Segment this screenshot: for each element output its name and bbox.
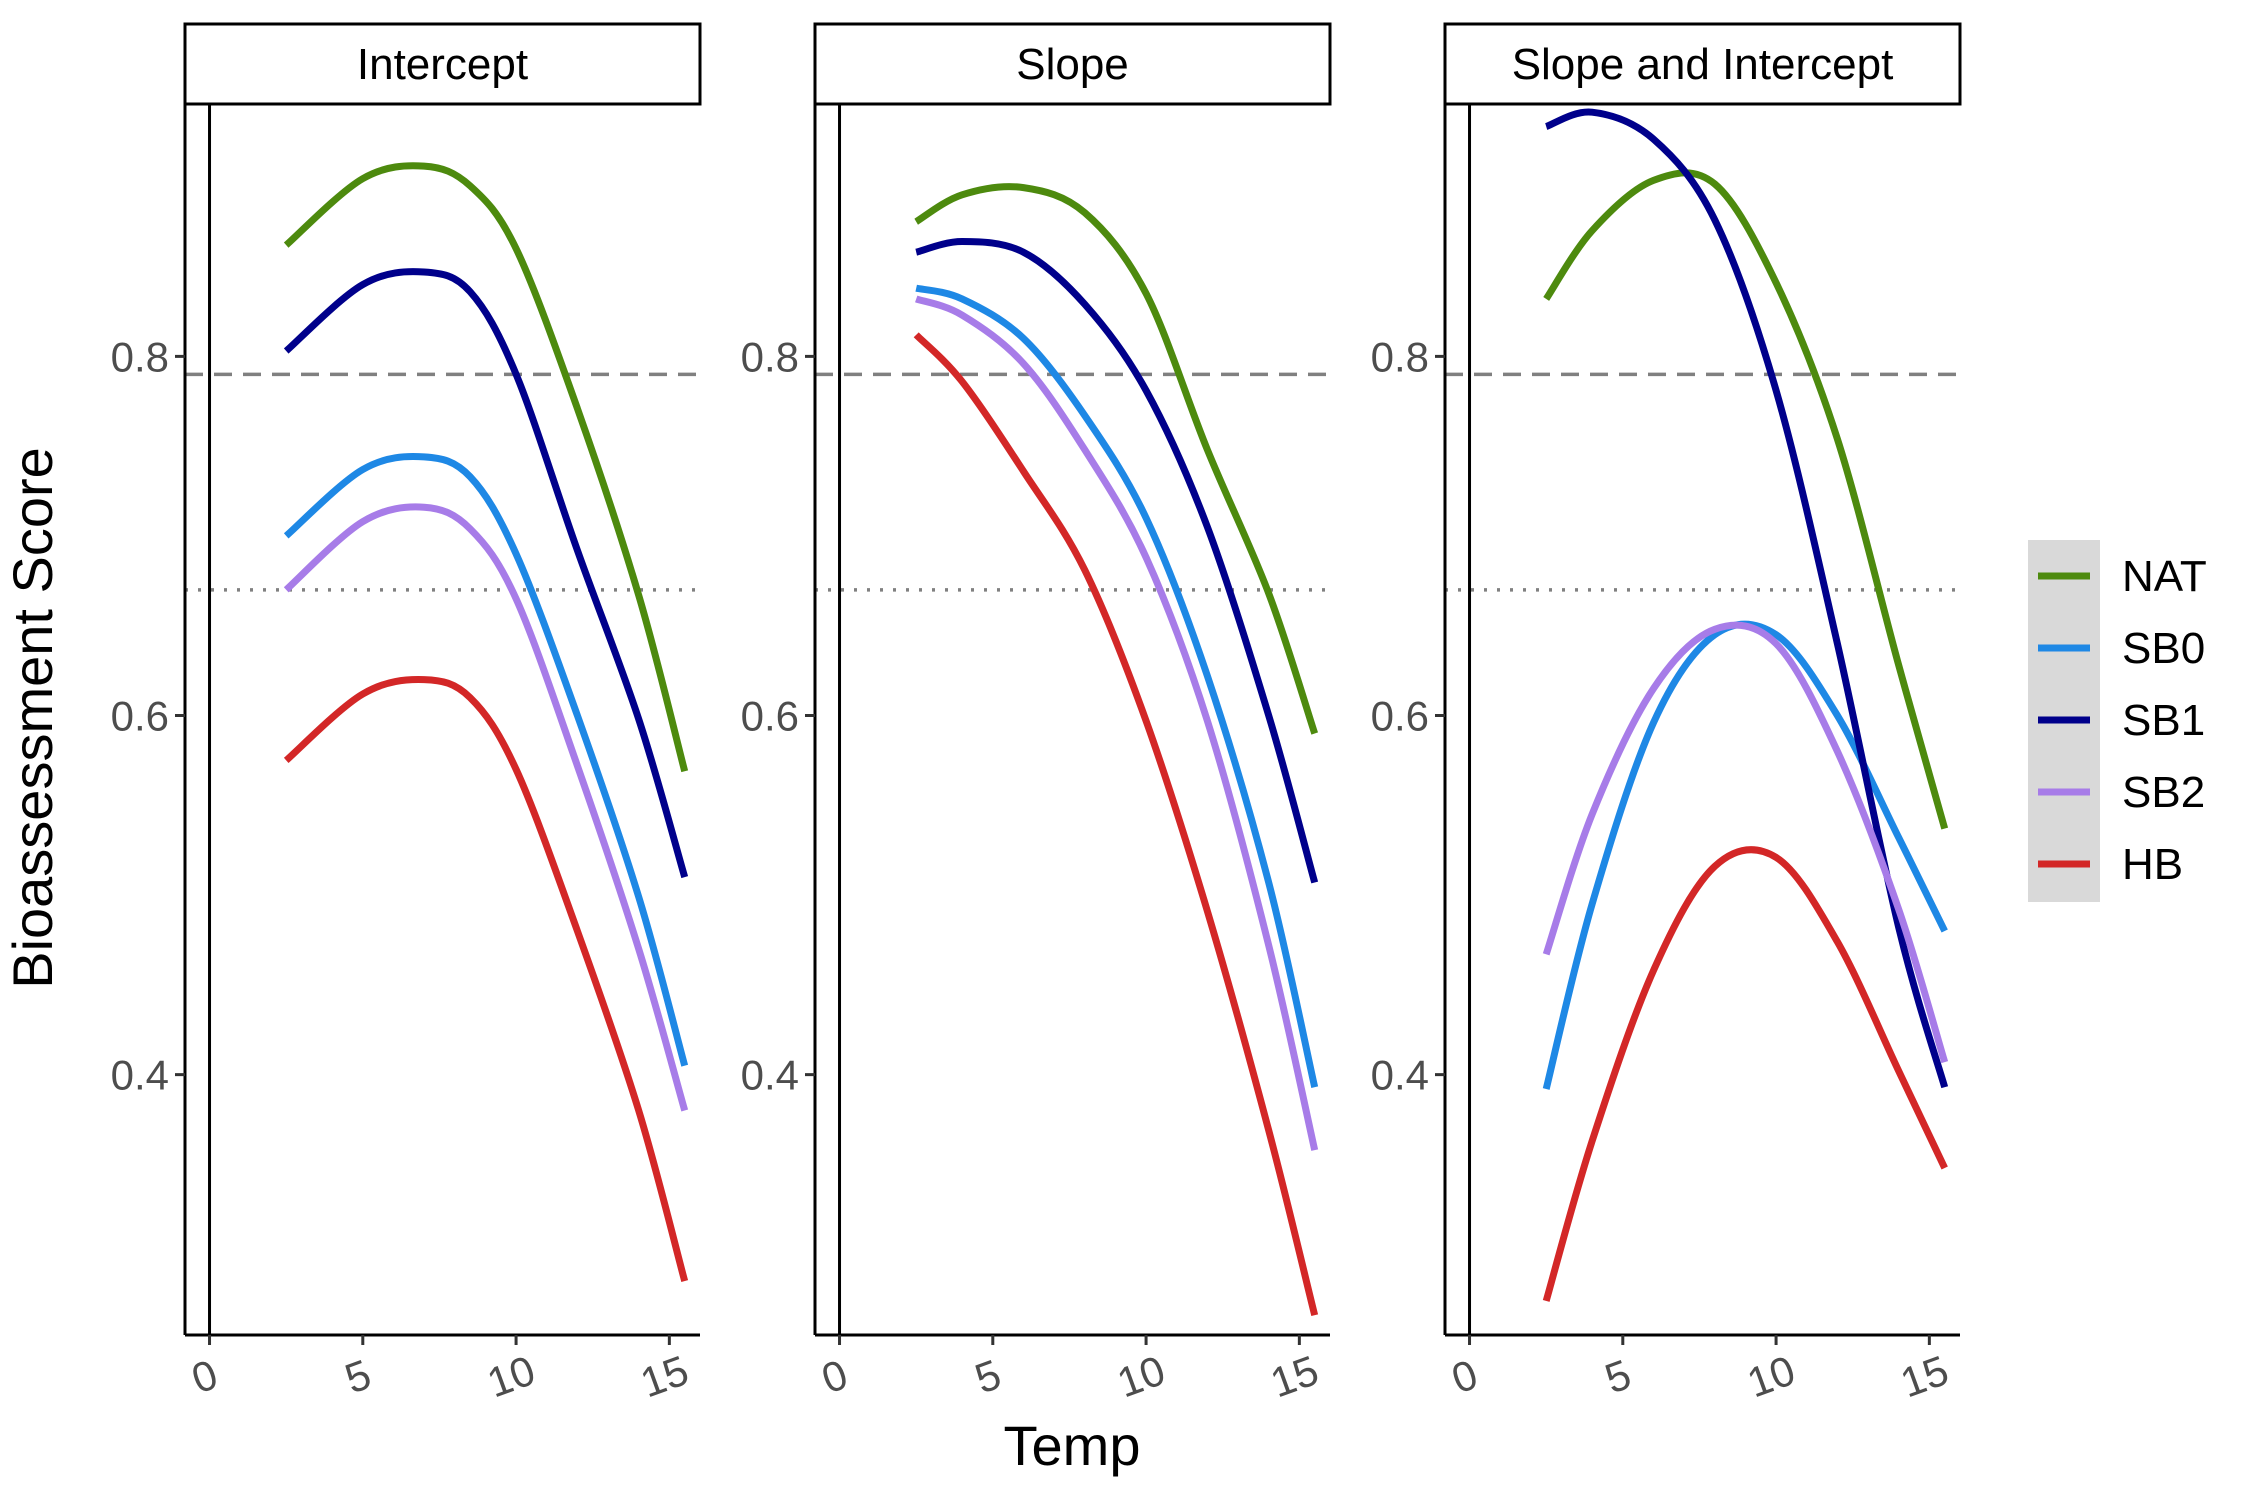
y-tick-label: 0.6 [741,693,799,740]
x-tick-label: 10 [1741,1346,1801,1406]
series-line-hb [283,675,689,1283]
y-tick-label: 0.4 [111,1052,169,1099]
series-line-hb [1542,846,1948,1302]
legend-label-sb0: SB0 [2122,624,2205,673]
x-tick-label: 15 [1264,1346,1324,1406]
series-line-sb2 [1542,621,1949,1064]
panel-strip [1443,22,1962,106]
series-line-nat [283,162,689,773]
panel-title: Slope and Intercept [1512,40,1894,89]
series-line-nat [1543,169,1949,830]
legend-label-hb: HB [2122,840,2183,889]
series-line-nat [914,183,1319,735]
y-tick-label: 0.6 [111,693,169,740]
panel-3: Slope and Intercept 0.4 0.6 0.8 0 5 10 15 [1371,22,1962,1406]
legend-label-sb1: SB1 [2122,696,2205,745]
series-line-sb2 [915,295,1319,1151]
panel-strip [183,22,702,106]
x-tick-label: 5 [1599,1350,1637,1402]
x-axis-title: Temp [1004,1414,1141,1477]
y-tick-label: 0.8 [111,333,169,380]
x-tick-label: 0 [1446,1350,1484,1402]
x-tick-label: 15 [1894,1346,1954,1406]
series-line-sb0 [915,284,1319,1088]
series-line-hb [913,332,1319,1317]
x-tick-label: 10 [1111,1346,1171,1406]
panel-2: Slope 0.4 0.6 0.8 0 5 10 15 [741,22,1332,1406]
x-tick-label: 15 [634,1346,694,1406]
legend: NAT SB0 SB1 SB2 HB [2028,540,2207,902]
y-axis-title: Bioassessment Score [1,447,64,989]
y-tick-label: 0.8 [741,333,799,380]
series-line-sb0 [283,452,689,1067]
legend-label-sb2: SB2 [2122,768,2205,817]
x-tick-label: 0 [186,1350,224,1402]
panel-title: Intercept [357,40,528,89]
series-line-sb1 [915,238,1319,884]
panel-1: Intercept 0.4 0.6 0.8 0 5 10 15 [111,22,702,1406]
x-tick-label: 5 [339,1350,377,1402]
series-line-sb1 [283,268,689,879]
legend-label-nat: NAT [2122,552,2207,601]
y-tick-label: 0.4 [1371,1052,1429,1099]
series-line-sb2 [283,503,689,1112]
y-tick-label: 0.4 [741,1052,799,1099]
y-tick-label: 0.8 [1371,333,1429,380]
chart-panels: Intercept 0.4 0.6 0.8 0 5 10 15 Slope 0.4 0.6 0.8 0 5… [111,22,1962,1406]
x-tick-label: 0 [816,1350,854,1402]
y-tick-label: 0.6 [1371,693,1429,740]
x-tick-label: 10 [481,1346,541,1406]
x-tick-label: 5 [969,1350,1007,1402]
series-line-sb1 [1544,108,1949,1089]
panel-title: Slope [1016,40,1129,89]
panel-strip [813,22,1332,106]
